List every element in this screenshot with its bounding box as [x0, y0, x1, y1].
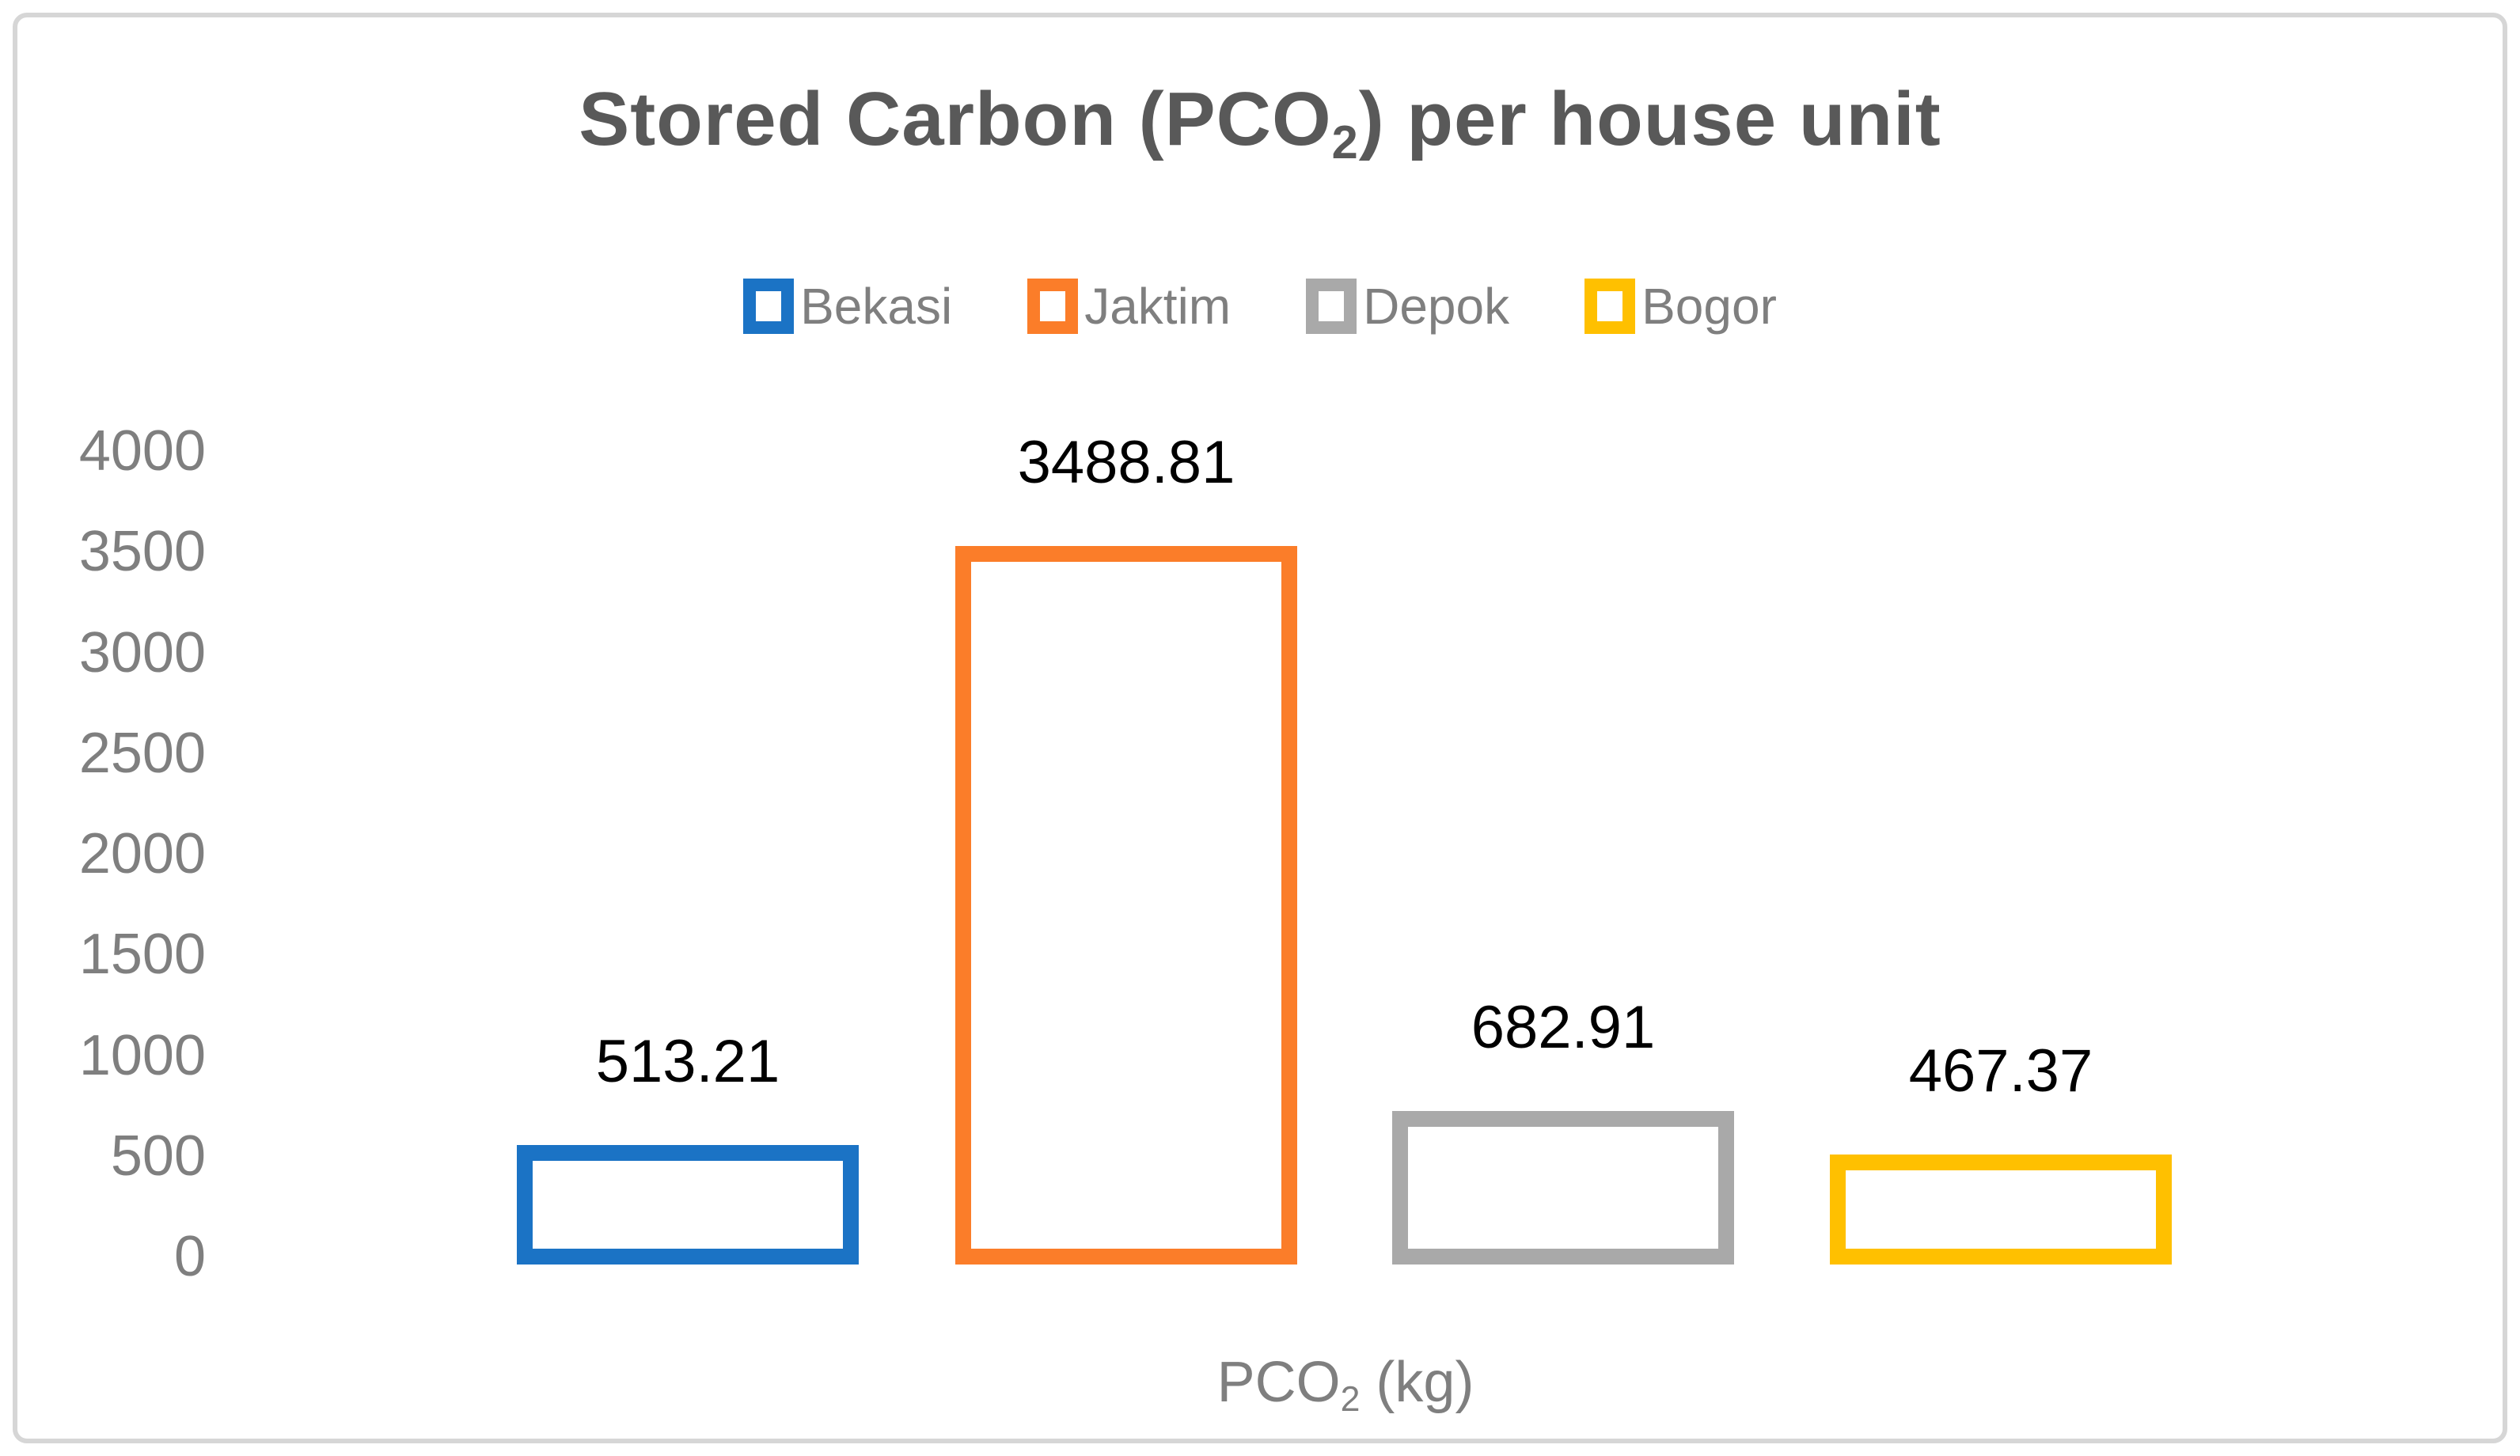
- y-tick-label-3500: 3500: [78, 520, 206, 584]
- legend-marker-jaktim-icon: [1027, 279, 1079, 334]
- legend-label-jaktim: Jaktim: [1084, 278, 1232, 335]
- y-tick-label-1000: 1000: [78, 1023, 206, 1087]
- bar-value-label-bogor: 467.37: [1908, 1037, 2093, 1105]
- legend-item-bogor: Bogor: [1584, 279, 1777, 334]
- y-axis: 0 500 1000 1500 2000 2500 3000 3500 4000: [0, 0, 206, 1456]
- x-axis-title-main: PCO: [1216, 1351, 1341, 1414]
- legend-marker-bekasi-icon: [743, 279, 795, 334]
- legend-marker-bogor-icon: [1584, 279, 1636, 334]
- bar-value-label-jaktim: 3488.81: [1017, 429, 1235, 497]
- legend-item-bekasi: Bekasi: [743, 279, 952, 334]
- legend-item-depok: Depok: [1306, 279, 1509, 334]
- y-tick-label-1500: 1500: [78, 923, 206, 987]
- chart-title-main: Stored Carbon (PCO: [579, 77, 1332, 161]
- chart-title: Stored Carbon (PCO2) per house unit: [0, 76, 2520, 169]
- legend-item-jaktim: Jaktim: [1027, 279, 1231, 334]
- y-tick-label-3000: 3000: [78, 620, 206, 684]
- legend: Bekasi Jaktim Depok Bogor: [0, 279, 2520, 334]
- chart-title-rest: ) per house unit: [1358, 77, 1941, 161]
- y-tick-label-2000: 2000: [78, 822, 206, 885]
- legend-label-bogor: Bogor: [1641, 278, 1777, 335]
- y-tick-label-500: 500: [110, 1124, 206, 1188]
- y-tick-label-0: 0: [173, 1225, 206, 1288]
- bar-bekasi: [517, 1145, 859, 1265]
- bar-value-label-bekasi: 513.21: [595, 1028, 780, 1096]
- legend-label-bekasi: Bekasi: [800, 278, 953, 335]
- legend-marker-depok-icon: [1306, 279, 1357, 334]
- chart-title-subscript: 2: [1331, 115, 1359, 169]
- chart-frame: [13, 13, 2507, 1443]
- y-tick-label-4000: 4000: [78, 419, 206, 483]
- x-axis-title: PCO2 (kg): [1029, 1350, 1662, 1419]
- y-tick-label-2500: 2500: [78, 721, 206, 785]
- bar-depok: [1392, 1111, 1734, 1265]
- x-axis-title-rest: (kg): [1360, 1351, 1474, 1414]
- bar-value-label-depok: 682.91: [1471, 994, 1656, 1062]
- bar-bogor: [1830, 1155, 2172, 1265]
- legend-label-depok: Depok: [1363, 278, 1510, 335]
- bar-jaktim: [955, 546, 1297, 1265]
- x-axis-title-subscript: 2: [1340, 1380, 1361, 1420]
